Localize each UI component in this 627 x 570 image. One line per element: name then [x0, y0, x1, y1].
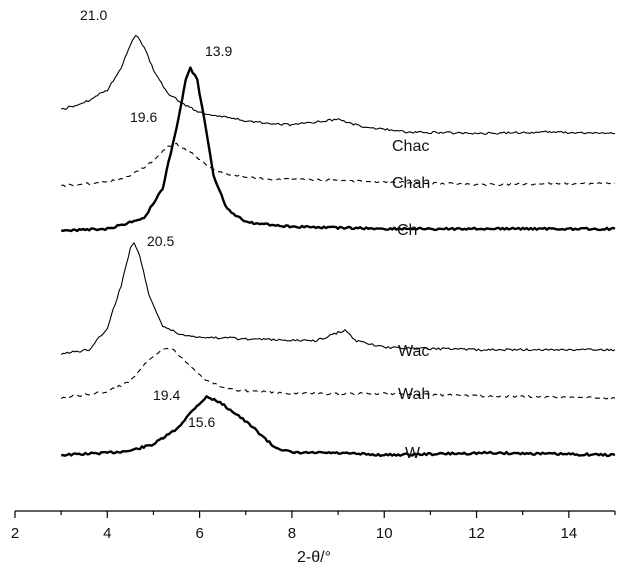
- series-label-chac: Chac: [392, 138, 429, 155]
- series-label-wah: Wah: [398, 386, 430, 403]
- series-line-chah: [61, 142, 616, 188]
- peak-annotation: 19.6: [130, 109, 157, 125]
- x-tick-label: 4: [103, 525, 111, 542]
- series-line-ch: [60, 66, 616, 233]
- series-line-w: [60, 395, 616, 458]
- x-tick-label: 10: [376, 525, 393, 542]
- series-line-wah: [60, 347, 616, 400]
- x-tick-label: 14: [561, 525, 578, 542]
- x-tick-label: 12: [468, 525, 485, 542]
- peak-annotation: 13.9: [205, 43, 232, 59]
- series-label-ch: Ch: [397, 222, 417, 239]
- peak-annotation: 19.4: [153, 387, 180, 403]
- peak-annotation: 21.0: [80, 7, 107, 23]
- series-label-wac: Wac: [398, 343, 429, 360]
- x-tick-label: 8: [288, 525, 296, 542]
- x-tick-label: 2: [11, 525, 19, 542]
- series-label-chah: Chah: [392, 175, 430, 192]
- series-line-wac: [60, 242, 616, 356]
- x-axis-title: 2-θ/°: [297, 549, 331, 566]
- series-line-chac: [60, 34, 616, 135]
- peak-annotation: 20.5: [147, 233, 174, 249]
- series-label-w: W: [405, 445, 421, 462]
- x-tick-label: 6: [195, 525, 203, 542]
- peak-annotation: 15.6: [188, 414, 215, 430]
